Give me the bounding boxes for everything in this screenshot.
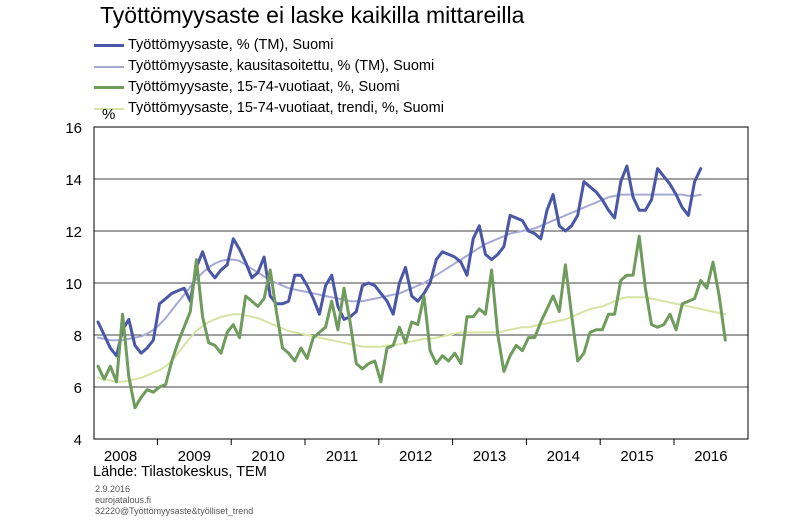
legend-label-1: Työttömyysaste, kausitasoitettu, % (TM),… — [128, 58, 435, 74]
x-tick-label-2016: 2016 — [694, 448, 727, 465]
y-axis-unit-label: % — [102, 106, 116, 123]
series-line-3 — [97, 296, 727, 383]
legend-item-2: Työttömyysaste, 15-74-vuotiaat, %, Suomi — [94, 77, 444, 98]
legend-item-3: Työttömyysaste, 15-74-vuotiaat, trendi, … — [94, 98, 444, 119]
x-tick-label-2008: 2008 — [104, 448, 137, 465]
x-tick-label-2013: 2013 — [473, 448, 506, 465]
legend-swatch-2 — [94, 86, 124, 89]
legend-swatch-0 — [94, 44, 124, 47]
legend-swatch-3 — [94, 107, 124, 110]
source-note: Lähde: Tilastokeskus, TEM — [93, 464, 267, 480]
series-line-2 — [96, 234, 727, 410]
x-tick-label-2009: 2009 — [178, 448, 211, 465]
legend-label-2: Työttömyysaste, 15-74-vuotiaat, %, Suomi — [128, 79, 400, 95]
x-tick-label-2010: 2010 — [251, 448, 284, 465]
legend-swatch-1 — [94, 65, 124, 68]
x-tick-label-2011: 2011 — [326, 448, 358, 465]
legend-label-3: Työttömyysaste, 15-74-vuotiaat, trendi, … — [128, 100, 444, 116]
legend-item-1: Työttömyysaste, kausitasoitettu, % (TM),… — [94, 56, 444, 77]
y-tick-label-4: 4 — [74, 432, 82, 449]
footnote-chart-id: 32220@Työttömyysaste&työlliset_trend — [95, 506, 254, 516]
series-line-0 — [96, 164, 703, 358]
y-tick-label-16: 16 — [65, 120, 82, 137]
legend-label-0: Työttömyysaste, % (TM), Suomi — [128, 37, 334, 53]
y-tick-label-6: 6 — [74, 380, 82, 397]
footnote-site: eurojatalous.fi — [95, 495, 152, 505]
x-tick-label-2015: 2015 — [620, 448, 653, 465]
x-tick-label-2014: 2014 — [547, 448, 580, 465]
y-tick-label-8: 8 — [74, 328, 82, 345]
y-tick-label-12: 12 — [65, 224, 82, 241]
footnote-date: 2.9.2016 — [95, 484, 131, 494]
y-tick-label-10: 10 — [65, 276, 82, 293]
chart-legend: Työttömyysaste, % (TM), Suomi Työttömyysa… — [94, 35, 444, 119]
legend-item-0: Työttömyysaste, % (TM), Suomi — [94, 35, 444, 56]
chart-title: Työttömyysaste ei laske kaikilla mittare… — [100, 2, 525, 28]
x-tick-label-2012: 2012 — [399, 448, 432, 465]
plot-frame — [93, 126, 749, 440]
y-tick-label-14: 14 — [65, 172, 82, 189]
